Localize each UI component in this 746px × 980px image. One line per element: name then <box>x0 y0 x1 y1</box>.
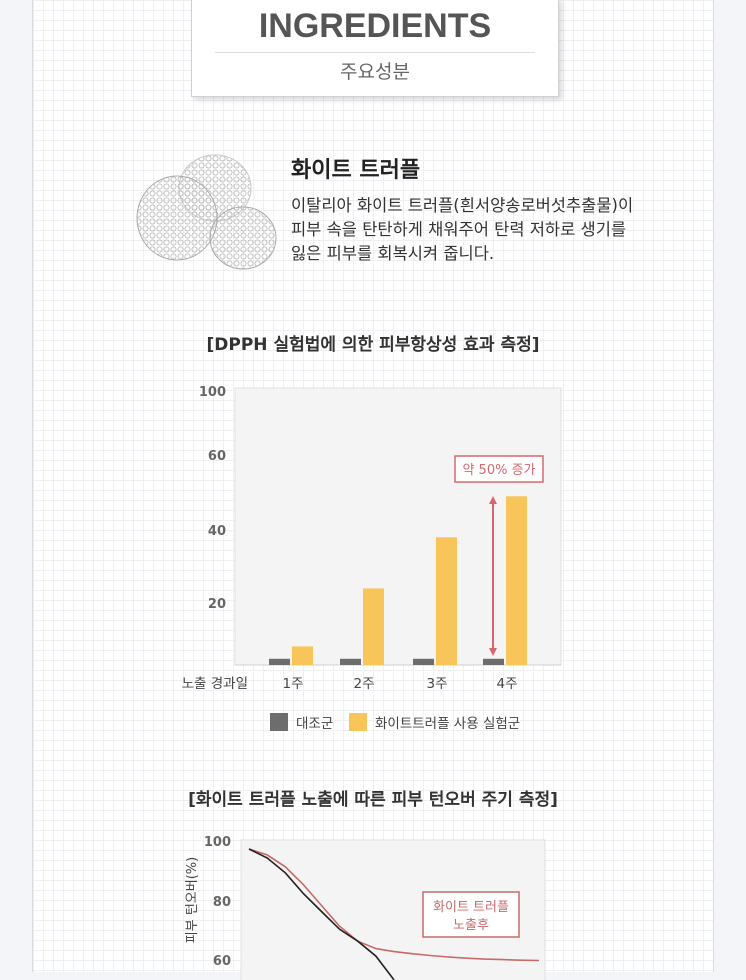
x-tick-label: 1주 <box>282 676 303 692</box>
y-tick-label: 20 <box>208 597 226 612</box>
x-tick-label: 2주 <box>353 676 374 692</box>
bar-control <box>269 658 290 665</box>
section-title-en: INGREDIENTS <box>258 7 492 45</box>
bar-truffle <box>292 646 313 665</box>
annotation-box <box>454 455 544 483</box>
ingredient-description: 이탈리아 화이트 트러플(흰서양송로버섯추출물)이 피부 속을 탄탄하게 채워주… <box>291 194 671 266</box>
legend-label-control: 대조군 <box>296 716 333 732</box>
legend-swatch-control <box>270 713 288 731</box>
legend-swatch-truffle <box>349 713 367 731</box>
y-tick-label: 80 <box>213 895 231 910</box>
increase-arrow-head-up <box>489 496 497 504</box>
title-divider <box>215 52 535 53</box>
line-series-truffle <box>248 848 540 962</box>
y-tick-label: 60 <box>208 449 226 464</box>
y-tick-label: 100 <box>204 835 231 850</box>
x-axis-label: 노출 경과일 <box>182 676 248 692</box>
x-tick-label: 4주 <box>496 676 517 692</box>
description-line: 이탈리아 화이트 트러플(흰서양송로버섯추출물)이 <box>291 196 634 215</box>
section-title-box: INGREDIENTS 주요성분 <box>191 0 559 97</box>
y-axis-label: 피부 턴오버(%) <box>185 857 200 943</box>
line-chart-title: [화이트 트러플 노출에 따른 피부 턴오버 주기 측정] <box>188 790 558 810</box>
bar-truffle <box>363 588 384 665</box>
white-truffle-illustration <box>136 154 277 270</box>
bar-control <box>340 658 361 665</box>
bar-chart-title: [DPPH 실험법에 의한 피부항상성 효과 측정] <box>206 335 540 355</box>
bar-control <box>413 658 434 665</box>
legend-label-truffle: 화이트트러플 사용 실험군 <box>375 716 520 732</box>
description-line: 잃은 피부를 회복시켜 줍니다. <box>291 244 495 263</box>
content-page: INGREDIENTS 주요성분 화이트 트러플 이탈리아 화이트 트러플(흰서… <box>32 0 714 980</box>
bar-control <box>483 658 504 665</box>
bar-truffle <box>506 496 527 665</box>
y-tick-label: 40 <box>208 524 226 539</box>
x-tick-label: 3주 <box>426 676 447 692</box>
annotation-text: 약 50% 증가 <box>462 463 535 478</box>
y-tick-label: 60 <box>213 954 231 969</box>
y-tick-label: 100 <box>199 385 226 400</box>
line-annotation-text: 노출후 <box>453 918 489 933</box>
ingredient-name: 화이트 트러플 <box>291 158 421 183</box>
line-annotation-text: 화이트 트러플 <box>433 900 509 915</box>
line-series-control <box>248 848 395 980</box>
line-chart: 피부 턴오버(%) 100 80 60 화이트 트러플 노출후 <box>185 835 546 980</box>
bar-truffle <box>436 537 457 665</box>
bar-chart: 100 60 40 20 약 50% 증가 노출 경과일 1주 2주 3주 4주… <box>182 385 562 732</box>
section-title-ko: 주요성분 <box>340 61 410 83</box>
description-line: 피부 속을 탄탄하게 채워주어 탄력 저하로 생기를 <box>291 220 627 239</box>
line-annotation-box <box>422 891 520 938</box>
increase-arrow-head-down <box>489 648 497 656</box>
